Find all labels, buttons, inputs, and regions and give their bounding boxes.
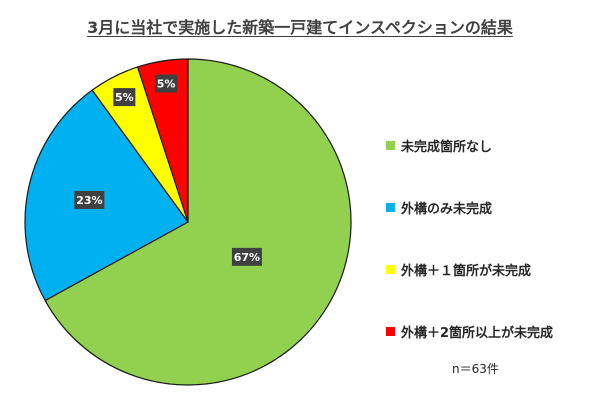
data-label-exterior-plus-one: 5% bbox=[113, 88, 136, 107]
legend-item-exterior-plus-two: 外構＋2箇所以上が未完成 bbox=[386, 300, 596, 362]
legend-item-no-incomplete: 未完成箇所なし bbox=[386, 114, 596, 176]
legend-item-exterior-plus-one: 外構＋１箇所が未完成 bbox=[386, 238, 596, 300]
data-label-background bbox=[113, 88, 136, 107]
legend-label: 外構のみ未完成 bbox=[401, 201, 493, 217]
data-label-background bbox=[231, 247, 262, 266]
data-label-text: 5% bbox=[115, 91, 134, 104]
data-label-no-incomplete: 67% bbox=[231, 247, 262, 266]
sample-size-note: n＝63件 bbox=[452, 362, 499, 376]
data-label-text: 23% bbox=[76, 194, 102, 207]
chart-title: 3月に当社で実施した新築一戸建てインスペクションの結果 bbox=[0, 14, 600, 38]
legend-label: 外構＋１箇所が未完成 bbox=[401, 263, 532, 279]
data-label-exterior-plus-two: 5% bbox=[155, 74, 178, 93]
pie-slices bbox=[24, 58, 352, 386]
data-label-text: 5% bbox=[157, 78, 176, 91]
legend-swatch bbox=[386, 202, 395, 212]
slice-no-incomplete bbox=[44, 58, 352, 386]
legend-label: 未完成箇所なし bbox=[401, 139, 493, 155]
legend-swatch bbox=[386, 326, 395, 336]
slice-exterior-only bbox=[24, 89, 189, 302]
chart-title-text: 3月に当社で実施した新築一戸建てインスペクションの結果 bbox=[87, 18, 513, 37]
legend-swatch bbox=[386, 264, 395, 274]
legend-label: 外構＋2箇所以上が未完成 bbox=[401, 325, 554, 341]
data-label-background bbox=[74, 190, 105, 209]
data-label-text: 67% bbox=[234, 251, 260, 264]
data-label-background bbox=[155, 74, 178, 93]
legend-item-exterior-only: 外構のみ未完成 bbox=[386, 176, 596, 238]
pie-data-labels: 67% 23% 5% 5% bbox=[74, 74, 262, 266]
legend-swatch bbox=[386, 140, 395, 150]
legend: 未完成箇所なし 外構のみ未完成 外構＋１箇所が未完成 外構＋2箇所以上が未完成 bbox=[386, 114, 596, 362]
data-label-exterior-only: 23% bbox=[74, 190, 105, 209]
slice-exterior-plus-two bbox=[136, 58, 189, 223]
